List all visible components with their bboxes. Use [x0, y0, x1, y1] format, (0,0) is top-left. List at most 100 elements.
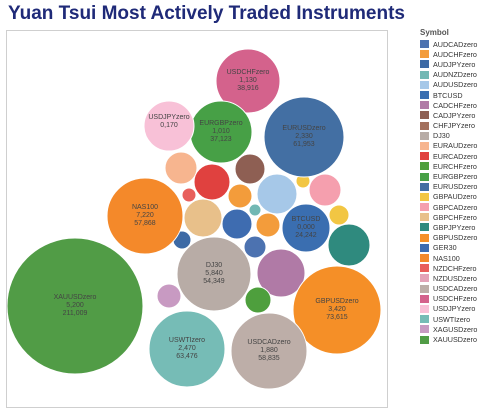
legend-label: NZDUSDzero [433, 273, 477, 283]
legend-item-chfjpyzero[interactable]: CHFJPYzero [420, 121, 484, 131]
legend-item-btcusd[interactable]: BTCUSD [420, 90, 484, 100]
legend-label: GBPCHFzero [433, 212, 477, 222]
bubble-label: USWTIzero [169, 337, 205, 344]
legend-label: EURGBPzero [433, 172, 478, 182]
bubble-cadchfzero[interactable] [256, 248, 306, 298]
bubble-label: 58,835 [258, 355, 280, 362]
bubble-label: 63,476 [176, 353, 198, 360]
legend-item-gbpjpyzero[interactable]: GBPJPYzero [420, 222, 484, 232]
bubble-label: USDCADzero [247, 339, 290, 346]
bubble-ger30[interactable] [221, 208, 253, 240]
legend-item-gbpcadzero[interactable]: GBPCADzero [420, 202, 484, 212]
legend-item-dj30[interactable]: DJ30 [420, 131, 484, 141]
legend-item-ger30[interactable]: GER30 [420, 243, 484, 253]
bubble-audchfzero[interactable] [255, 212, 281, 238]
legend-swatch [420, 121, 429, 130]
bubble-eurcadzero[interactable] [193, 163, 231, 201]
legend-item-usdcadzero[interactable]: USDCADzero [420, 284, 484, 294]
legend-swatch [420, 223, 429, 232]
bubble-gbpaudzero[interactable] [328, 204, 350, 226]
legend-item-usdchfzero[interactable]: USDCHFzero [420, 294, 484, 304]
legend-item-nas100[interactable]: NAS100 [420, 253, 484, 263]
bubble-gbpusdzero[interactable] [292, 265, 382, 355]
bubble-label: 0,000 [297, 224, 315, 231]
bubble-usdchfzero[interactable] [215, 48, 281, 114]
legend-item-audjpyzero[interactable]: AUDJPYzero [420, 59, 484, 69]
bubble-audcadzero[interactable] [243, 235, 267, 259]
bubble-plot-area: XAUUSDzero 5,200 211,009 GBPUSDzero 3,420 73,… [6, 30, 388, 408]
legend-swatch [420, 60, 429, 69]
bubble-nas100[interactable] [106, 177, 184, 255]
legend-item-eurcadzero[interactable]: EURCADzero [420, 151, 484, 161]
bubble-label: 54,349 [203, 278, 225, 285]
legend-swatch [420, 80, 429, 89]
legend-item-euraudzero[interactable]: EURAUDzero [420, 141, 484, 151]
legend-item-cadjpyzero[interactable]: CADJPYzero [420, 110, 484, 120]
legend-swatch [420, 203, 429, 212]
bubble-gbpcadzero[interactable] [308, 173, 342, 207]
legend-item-xauusdzero[interactable]: XAUUSDzero [420, 334, 484, 344]
legend-label: USDJPYzero [433, 304, 476, 314]
bubble-nzdchfzero[interactable] [181, 187, 197, 203]
chart-title: Yuan Tsui Most Actively Traded Instrumen… [8, 3, 405, 24]
legend-item-gbpchfzero[interactable]: GBPCHFzero [420, 212, 484, 222]
legend-label: XAGUSDzero [433, 324, 478, 334]
bubble-uswtizero[interactable] [148, 310, 226, 388]
legend-item-nzdchfzero[interactable]: NZDCHFzero [420, 263, 484, 273]
bubble-cadjpyzero[interactable] [234, 153, 266, 185]
bubble-btcusd[interactable] [281, 203, 331, 253]
bubble-usdcadzero[interactable] [230, 312, 308, 390]
legend-swatch [420, 162, 429, 171]
bubble-label: 73,615 [326, 314, 348, 321]
legend-item-eurgbpzero[interactable]: EURGBPzero [420, 171, 484, 181]
bubble-label: 0,170 [160, 122, 178, 129]
legend-swatch [420, 294, 429, 303]
legend-item-gbpusdzero[interactable]: GBPUSDzero [420, 233, 484, 243]
bubble-label: 1,130 [239, 77, 257, 84]
legend-item-eurusdzero[interactable]: EURUSDzero [420, 182, 484, 192]
legend-item-cadchfzero[interactable]: CADCHFzero [420, 100, 484, 110]
legend-label: GBPJPYzero [433, 222, 476, 232]
bubble-xagusdzero[interactable] [156, 283, 182, 309]
bubble-label: 38,916 [237, 85, 259, 92]
legend-swatch [420, 182, 429, 191]
legend-item-audcadzero[interactable]: AUDCADzero [420, 39, 484, 49]
bubble-label: USDCHFzero [227, 69, 270, 76]
bubble-label: 2,330 [295, 133, 313, 140]
bubble-gbpjpyzero[interactable] [327, 223, 371, 267]
legend-item-audnzdzero[interactable]: AUDNZDzero [420, 70, 484, 80]
legend-swatch [420, 70, 429, 79]
bubble-audchfzero[interactable] [227, 183, 253, 209]
legend-item-xagusdzero[interactable]: XAGUSDzero [420, 324, 484, 334]
bubble-audusdzero[interactable] [256, 173, 298, 215]
bubble-audnzdzero[interactable] [248, 203, 262, 217]
legend-swatch [420, 192, 429, 201]
bubble-label: 5,200 [66, 302, 84, 309]
bubble-label: 1,010 [212, 128, 230, 135]
legend-item-audusdzero[interactable]: AUDUSDzero [420, 80, 484, 90]
bubble-label: 57,868 [134, 220, 156, 227]
bubble-label: NAS100 [132, 204, 158, 211]
legend-item-audchfzero[interactable]: AUDCHFzero [420, 49, 484, 59]
legend-label: EURUSDzero [433, 182, 478, 192]
bubble-eurchfzero[interactable] [244, 286, 272, 314]
legend-label: GBPAUDzero [433, 192, 477, 202]
legend-swatch [420, 172, 429, 181]
legend-swatch [420, 131, 429, 140]
legend-swatch [420, 91, 429, 100]
bubble-label: GBPUSDzero [315, 298, 358, 305]
bubble-xauusdzero[interactable] [7, 237, 144, 375]
bubble-euraudzero[interactable] [164, 151, 198, 185]
legend-swatch [420, 50, 429, 59]
legend-item-usdjpyzero[interactable]: USDJPYzero [420, 304, 484, 314]
bubble-usdjpyzero[interactable] [143, 100, 195, 152]
legend-item-uswtizero[interactable]: USWTIzero [420, 314, 484, 324]
legend-swatch [420, 284, 429, 293]
bubble-gbpchfzero[interactable] [183, 198, 223, 238]
bubble-eurusdzero[interactable] [263, 96, 345, 178]
legend-item-gbpaudzero[interactable]: GBPAUDzero [420, 192, 484, 202]
legend-item-eurchfzero[interactable]: EURCHFzero [420, 161, 484, 171]
legend-item-nzdusdzero[interactable]: NZDUSDzero [420, 273, 484, 283]
bubble-dj30[interactable] [176, 236, 252, 312]
legend-label: XAUUSDzero [433, 335, 477, 345]
